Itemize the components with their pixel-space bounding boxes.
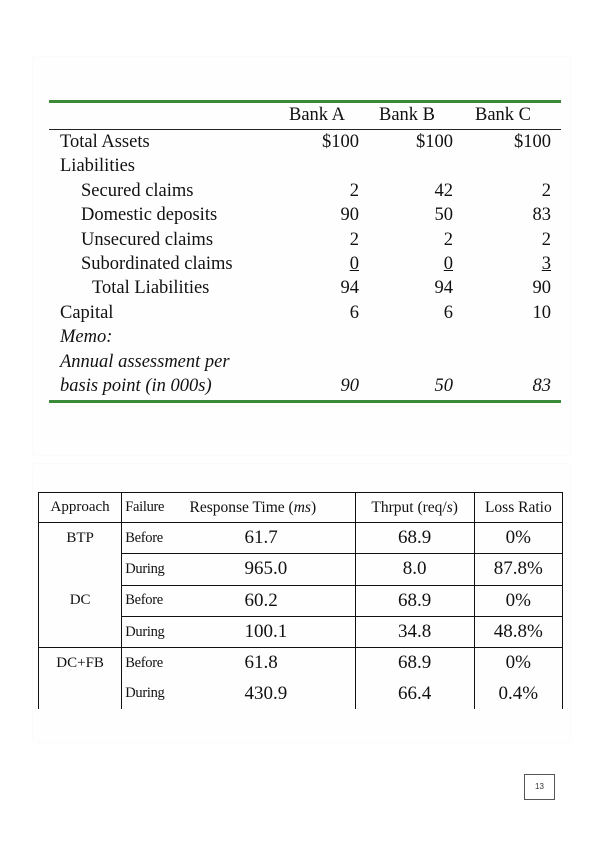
cell-value: 6: [349, 302, 359, 323]
throughput-value: 8.0: [355, 553, 475, 586]
cell-value: 83: [532, 376, 552, 397]
table-row: Total Assets $100 $100 $100: [49, 130, 561, 154]
table-row: Subordinated claims 0 0 3: [49, 252, 561, 276]
table-row: DC Before 60.2 68.9 0%: [37, 584, 564, 617]
page-number: 13: [524, 774, 555, 800]
response-time-value: 60.2: [186, 584, 356, 617]
cell-value: 90: [532, 278, 552, 299]
cell-value: 0: [443, 254, 453, 275]
cell-value: 2: [349, 229, 359, 250]
cell-value: 50: [434, 205, 454, 226]
failure-label: During: [121, 615, 187, 648]
failure-label: During: [125, 685, 165, 702]
row-label: Memo:: [60, 327, 113, 348]
cell-value: 6: [443, 302, 453, 323]
row-label: Capital: [60, 302, 114, 323]
cell-value: $100: [416, 132, 453, 152]
loss-ratio-value: 0%: [474, 522, 564, 554]
throughput-unit: s: [446, 498, 453, 516]
response-time-value: 61.8: [186, 647, 356, 679]
loss-ratio-value: 87.8%: [474, 553, 564, 586]
loss-ratio-value: 0%: [474, 584, 564, 617]
cell-value: 83: [532, 205, 552, 226]
column-header-bank-c: Bank C: [474, 105, 531, 125]
table-top-rule: [49, 100, 561, 103]
throughput-value: 68.9: [355, 584, 475, 617]
header-rule: [49, 129, 561, 130]
response-time-value: 430.9: [186, 678, 356, 709]
table-row: Domestic deposits 90 50 83: [49, 203, 561, 227]
table-row: Liabilities: [49, 154, 561, 178]
cell-value: 2: [541, 229, 551, 250]
cell-value: 2: [541, 180, 551, 201]
column-header-response-time: Response Time (ms): [186, 492, 356, 523]
loss-ratio-value: 48.8%: [474, 615, 564, 648]
table-row: Unsecured claims 2 2 2: [49, 228, 561, 252]
row-label: Unsecured claims: [81, 229, 214, 250]
cell-value: 94: [434, 278, 454, 299]
approach-label: DC+FB: [37, 647, 123, 679]
loss-ratio-value: 0.4%: [474, 678, 564, 709]
cell-value: $100: [514, 132, 551, 152]
throughput-value: 34.8: [355, 615, 475, 648]
table-row: Total Liabilities 94 94 90: [49, 276, 561, 300]
cell-value: 3: [541, 254, 551, 275]
table-row: BTP Before 61.7 68.9 0%: [37, 522, 564, 554]
table-row: During 965.0 8.0 87.8%: [37, 553, 564, 586]
table-row: Capital 6 6 10: [49, 301, 561, 325]
throughput-value: 68.9: [355, 647, 475, 679]
table-row: Secured claims 2 42 2: [49, 179, 561, 203]
failure-label: Before: [121, 647, 187, 679]
column-header-loss-ratio: Loss Ratio: [474, 492, 564, 523]
cell-value: $100: [322, 132, 359, 152]
cell-value: 50: [434, 376, 454, 397]
table-header-row: Bank A Bank B Bank C: [49, 100, 561, 130]
balance-sheet-table: Bank A Bank B Bank C Total Assets $100 $…: [49, 100, 561, 398]
throughput-value: 68.9: [355, 522, 475, 554]
cell-value: 2: [349, 180, 359, 201]
approach-label: DC: [37, 585, 123, 617]
cell-value: 42: [434, 180, 454, 201]
table-row: basis point (in 000s) 90 50 83: [49, 374, 561, 398]
column-header-approach: Approach: [37, 492, 123, 523]
cell-value: 90: [340, 205, 360, 226]
approach-label: BTP: [37, 522, 123, 554]
row-label: Total Liabilities: [92, 278, 210, 299]
table-header-row: Approach Failure Response Time (ms) Thrp…: [37, 492, 564, 523]
row-label: basis point (in 000s): [60, 376, 212, 397]
loss-ratio-value: 0%: [474, 647, 564, 679]
cell-value: 0: [349, 254, 359, 275]
response-time-value: 100.1: [186, 615, 356, 648]
balance-table-panel: [33, 57, 570, 455]
row-label: Liabilities: [60, 156, 136, 177]
column-header-failure: Failure: [121, 492, 187, 523]
failure-label: During: [121, 553, 187, 586]
column-header-throughput: Thrput (req/s): [355, 492, 475, 523]
row-label: Annual assessment per: [60, 351, 230, 372]
failure-label: Before: [121, 584, 187, 617]
table-bottom-rule: [49, 400, 561, 403]
throughput-value: 66.4: [355, 678, 475, 709]
response-unit: ms: [293, 498, 311, 516]
performance-table: Approach Failure Response Time (ms) Thrp…: [37, 492, 564, 709]
row-label: Subordinated claims: [81, 254, 233, 275]
table-row: Annual assessment per: [49, 350, 561, 374]
cell-value: 2: [443, 229, 453, 250]
row-label: Secured claims: [81, 180, 194, 201]
column-header-bank-b: Bank B: [378, 105, 435, 125]
row-label: Domestic deposits: [81, 205, 218, 226]
response-time-value: 965.0: [186, 553, 356, 586]
column-header-bank-a: Bank A: [288, 105, 345, 125]
cell-value: 90: [340, 376, 360, 397]
row-label: Total Assets: [60, 132, 150, 152]
cell-value: 94: [340, 278, 360, 299]
cell-value: 10: [532, 302, 552, 323]
table-row: During 100.1 34.8 48.8%: [37, 615, 564, 648]
table-row: During 430.9 66.4 0.4%: [37, 678, 564, 709]
response-time-value: 61.7: [186, 522, 356, 554]
failure-label: Before: [125, 529, 163, 546]
table-row: DC+FB Before 61.8 68.9 0%: [37, 647, 564, 679]
table-row: Memo:: [49, 325, 561, 349]
